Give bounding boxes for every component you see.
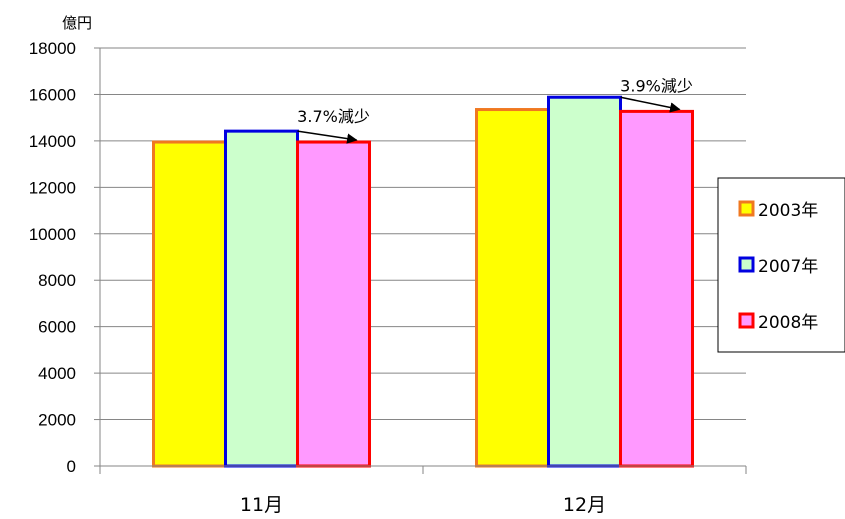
x-category-label: 11月: [240, 494, 283, 516]
legend-label: 2007年: [758, 257, 818, 277]
y-tick-label: 16000: [29, 85, 76, 104]
legend-label: 2003年: [758, 201, 818, 221]
y-axis-ticks: 0 2000 4000 6000 8000 10000 12000 14000 16000 180…: [29, 39, 100, 476]
y-tick-label: 10000: [29, 225, 76, 244]
legend-swatch: [738, 200, 755, 217]
y-tick-label: 12000: [29, 178, 76, 197]
bar: [619, 109, 694, 468]
x-category-label: 12月: [563, 494, 606, 516]
y-tick-label: 18000: [29, 39, 76, 58]
y-tick-label: 14000: [29, 132, 76, 151]
y-tick-label: 4000: [38, 364, 76, 383]
bar: [224, 129, 299, 468]
legend-swatch: [738, 256, 755, 273]
bar: [547, 95, 622, 468]
bar: [152, 140, 227, 468]
annotation-label: 3.9%減少: [620, 76, 693, 95]
annotation-arrow: [620, 96, 681, 113]
bar: [475, 108, 550, 468]
y-tick-label: 6000: [38, 318, 76, 337]
x-axis-labels: 11月 12月: [240, 494, 606, 516]
axes: [99, 48, 747, 474]
bars: [152, 95, 694, 468]
y-tick-label: 2000: [38, 411, 76, 430]
y-axis-unit-label: 億円: [62, 14, 92, 32]
annotations: 3.7%減少 3.9%減少: [297, 76, 693, 144]
legend: 2003年 2007年 2008年: [717, 177, 845, 353]
y-tick-label: 0: [67, 457, 76, 476]
bar: [296, 140, 371, 468]
legend-swatch: [738, 312, 755, 329]
annotation-arrow: [297, 130, 358, 144]
y-tick-label: 8000: [38, 271, 76, 290]
legend-label: 2008年: [758, 313, 818, 333]
annotation-label: 3.7%減少: [297, 107, 370, 126]
